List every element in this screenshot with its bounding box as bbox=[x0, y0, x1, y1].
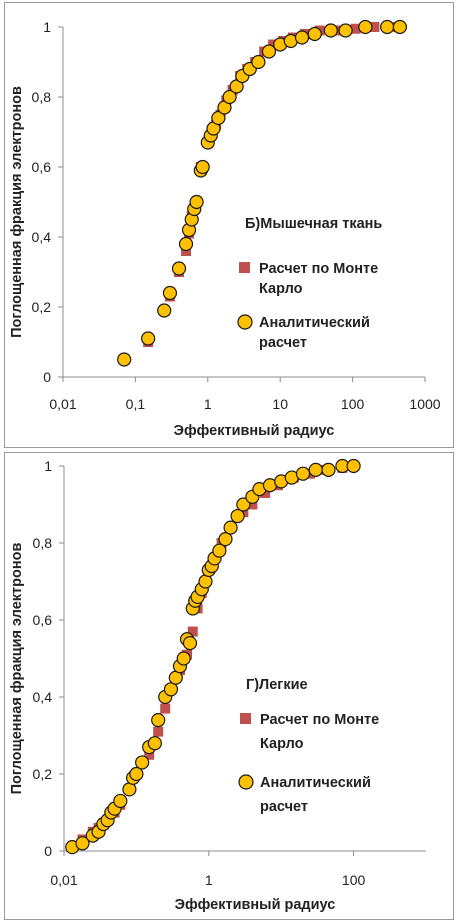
analytic-point bbox=[223, 520, 238, 535]
x-tick-label: 1 bbox=[205, 872, 213, 888]
chart-panel-muscle: 0 0,2 0,4 0,6 0,8 1 0,01 0,1 1 10 100 1000 Эффективн… bbox=[4, 2, 454, 448]
analytic-point bbox=[261, 44, 277, 59]
legend-monte-carlo-marker bbox=[239, 262, 250, 273]
y-tick-label: 1 bbox=[43, 19, 51, 35]
x-axis-label: Эффективный радиус bbox=[175, 897, 336, 913]
analytic-point bbox=[251, 54, 266, 70]
legend-monte-carlo-label: Расчет по Монте bbox=[260, 712, 379, 728]
analytic-point bbox=[198, 574, 213, 589]
y-tick-label: 0 bbox=[44, 843, 52, 859]
chart-lungs-svg: 0 0,2 0,4 0,6 0,8 1 0,01 1 100 Эффективный радиус… bbox=[9, 458, 426, 913]
analytic-point bbox=[307, 26, 322, 42]
analytic-point bbox=[295, 466, 311, 481]
y-tick-label: 0,4 bbox=[33, 689, 53, 705]
y-axis-label: Поглощенная фракция электронов bbox=[9, 86, 25, 338]
x-tick-label: 0,01 bbox=[50, 872, 77, 888]
y-tick-label: 0,6 bbox=[32, 159, 52, 175]
legend-analytic-marker bbox=[237, 314, 253, 330]
analytic-point bbox=[323, 23, 338, 38]
analytic-point bbox=[147, 736, 162, 751]
legend-analytic-label: Аналитический bbox=[259, 315, 370, 331]
legend-monte-carlo-label: Карло bbox=[259, 281, 303, 297]
y-tick-label: 0,6 bbox=[33, 612, 53, 628]
analytic-point bbox=[113, 793, 128, 809]
y-tick-label: 0 bbox=[43, 369, 51, 385]
legend-analytic-marker bbox=[238, 774, 254, 790]
x-tick-label: 0,1 bbox=[126, 396, 146, 412]
legend-monte-carlo-marker bbox=[240, 713, 251, 724]
monte-carlo-point bbox=[144, 749, 155, 760]
analytic-point bbox=[346, 458, 361, 474]
analytic-point bbox=[338, 23, 353, 38]
analytic-point bbox=[171, 261, 187, 276]
x-tick-label: 10 bbox=[272, 396, 288, 412]
chart-panel-lungs: 0 0,2 0,4 0,6 0,8 1 0,01 1 100 Эффективный радиус… bbox=[4, 452, 454, 920]
analytic-point bbox=[75, 836, 90, 851]
analytic-point bbox=[358, 19, 373, 35]
y-axis-label: Поглощенная фракция электронов bbox=[9, 543, 25, 795]
legend-analytic-label: расчет bbox=[260, 799, 308, 815]
analytic-point bbox=[195, 159, 210, 175]
y-tick-label: 0,2 bbox=[33, 766, 53, 782]
analytic-point bbox=[211, 110, 226, 126]
analytic-point bbox=[151, 713, 166, 728]
analytic-point bbox=[141, 331, 156, 346]
analytic-point bbox=[135, 755, 150, 770]
y-tick-label: 0,8 bbox=[33, 535, 53, 551]
x-tick-label: 100 bbox=[342, 872, 366, 888]
analytic-point bbox=[222, 89, 237, 105]
analytic-point bbox=[230, 508, 245, 524]
y-tick-label: 1 bbox=[44, 458, 52, 474]
monte-carlo-point bbox=[160, 703, 171, 714]
chart-annotation: Г)Легкие bbox=[246, 677, 308, 693]
legend-analytic-label: расчет bbox=[259, 335, 307, 351]
x-tick-label: 1 bbox=[204, 396, 212, 412]
analytic-point bbox=[182, 636, 198, 651]
legend-analytic-label: Аналитический bbox=[260, 775, 371, 791]
chart-annotation: Б)Мышечная ткань bbox=[245, 216, 382, 232]
analytic-point bbox=[129, 766, 144, 782]
analytic-point bbox=[212, 543, 227, 558]
analytic-point bbox=[380, 19, 395, 35]
legend-monte-carlo-label: Карло bbox=[260, 736, 304, 752]
monte-carlo-point bbox=[350, 23, 361, 34]
monte-carlo-point bbox=[153, 726, 164, 737]
analytic-point bbox=[178, 236, 194, 252]
analytic-point bbox=[157, 303, 172, 318]
analytic-point bbox=[218, 532, 233, 547]
analytic-point bbox=[236, 497, 251, 512]
x-tick-label: 100 bbox=[341, 396, 365, 412]
analytic-point bbox=[117, 352, 132, 367]
monte-carlo-point bbox=[247, 499, 258, 510]
analytic-point bbox=[294, 30, 310, 45]
x-axis-label: Эффективный радиус bbox=[174, 423, 335, 439]
legend-monte-carlo-label: Расчет по Монте bbox=[259, 261, 378, 277]
analytic-point bbox=[321, 462, 336, 477]
chart-muscle-svg: 0 0,2 0,4 0,6 0,8 1 0,01 0,1 1 10 100 1000 Эффективн… bbox=[9, 19, 441, 439]
analytic-point bbox=[392, 19, 407, 35]
analytic-point bbox=[308, 462, 323, 477]
monte-carlo-point bbox=[187, 626, 198, 637]
analytic-point bbox=[162, 285, 178, 301]
y-tick-label: 0,2 bbox=[32, 299, 52, 315]
x-tick-label: 1000 bbox=[409, 396, 440, 412]
analytic-point bbox=[176, 651, 191, 666]
y-tick-label: 0,8 bbox=[32, 89, 52, 105]
y-tick-label: 0,4 bbox=[32, 229, 52, 245]
analytic-point bbox=[189, 194, 204, 210]
x-tick-label: 0,01 bbox=[49, 396, 76, 412]
monte-carlo-point bbox=[369, 22, 380, 32]
